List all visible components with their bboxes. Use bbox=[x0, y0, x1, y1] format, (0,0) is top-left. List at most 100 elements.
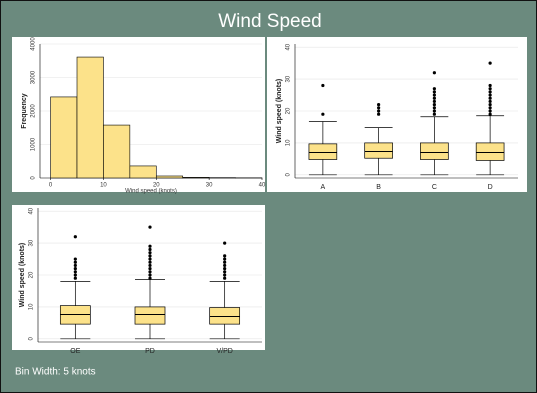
y-tick-label: 40 bbox=[29, 207, 35, 214]
outlier bbox=[432, 90, 436, 94]
outlier bbox=[432, 87, 436, 91]
box bbox=[209, 307, 241, 325]
outlier bbox=[488, 61, 492, 65]
box bbox=[134, 306, 166, 325]
outlier bbox=[223, 267, 227, 271]
outlier bbox=[488, 90, 492, 94]
x-tick-label: B bbox=[376, 184, 381, 191]
outlier bbox=[148, 244, 152, 248]
y-tick-label: 4000 bbox=[31, 37, 37, 51]
outlier bbox=[432, 112, 436, 116]
outlier bbox=[488, 93, 492, 97]
y-tick-label: 20 bbox=[29, 271, 35, 278]
outlier bbox=[148, 263, 152, 268]
outlier bbox=[488, 103, 492, 107]
outlier bbox=[377, 103, 381, 107]
x-tick-label: C bbox=[432, 184, 437, 191]
outlier bbox=[321, 83, 325, 88]
outlier bbox=[488, 112, 492, 116]
outlier bbox=[148, 247, 152, 252]
outlier bbox=[73, 276, 77, 280]
outlier bbox=[73, 267, 77, 271]
y-axis-label: Wind speed (knots) bbox=[276, 79, 283, 144]
y-tick-label: 10 bbox=[29, 303, 35, 310]
outlier bbox=[223, 241, 227, 245]
outlier bbox=[223, 260, 227, 264]
outlier bbox=[432, 109, 436, 113]
outlier bbox=[148, 276, 152, 280]
outlier bbox=[432, 71, 436, 75]
y-tick-label: 0 bbox=[31, 176, 37, 180]
outlier bbox=[73, 263, 77, 268]
x-tick-label: 10 bbox=[100, 183, 107, 189]
outlier bbox=[488, 96, 492, 100]
x-tick-label: A bbox=[321, 184, 326, 191]
y-tick-label: 20 bbox=[286, 107, 292, 114]
outlier bbox=[73, 270, 77, 274]
x-tick-label: 40 bbox=[259, 183, 266, 189]
outlier bbox=[488, 109, 492, 113]
outlier bbox=[223, 273, 227, 277]
outlier bbox=[148, 267, 152, 271]
outlier bbox=[377, 112, 381, 116]
outlier bbox=[377, 106, 381, 110]
bar bbox=[76, 56, 104, 179]
outlier bbox=[432, 106, 436, 110]
outlier bbox=[223, 270, 227, 274]
y-tick-label: 0 bbox=[29, 336, 35, 340]
x-tick-label: V/PD bbox=[216, 348, 232, 355]
outlier bbox=[488, 99, 492, 104]
outlier bbox=[223, 276, 227, 280]
box bbox=[420, 142, 449, 160]
y-tick-label: 30 bbox=[29, 239, 35, 246]
box bbox=[308, 143, 338, 160]
outlier bbox=[148, 273, 152, 277]
outlier bbox=[223, 263, 227, 268]
outlier bbox=[223, 257, 227, 261]
x-tick-label: 30 bbox=[206, 183, 213, 189]
y-tick-label: 10 bbox=[286, 139, 292, 146]
y-axis-label: Wind speed (knots) bbox=[19, 243, 26, 308]
title: Wind Speed bbox=[218, 11, 322, 32]
outlier bbox=[73, 260, 77, 264]
outlier bbox=[432, 93, 436, 97]
y-tick-label: 3000 bbox=[31, 70, 37, 84]
outlier bbox=[432, 96, 436, 100]
footnote: Bin Width: 5 knots bbox=[15, 367, 96, 378]
outlier bbox=[321, 112, 325, 116]
x-tick-label: OE bbox=[70, 348, 80, 355]
outlier bbox=[432, 99, 436, 104]
y-tick-label: 1000 bbox=[31, 137, 37, 151]
outlier bbox=[148, 260, 152, 264]
outlier bbox=[488, 87, 492, 91]
y-tick-label: 30 bbox=[286, 75, 292, 82]
y-axis-label: Frequency bbox=[21, 93, 28, 129]
outlier bbox=[377, 109, 381, 113]
panel bbox=[12, 205, 265, 350]
outlier bbox=[223, 254, 227, 258]
y-tick-label: 0 bbox=[286, 172, 292, 176]
bar bbox=[129, 165, 157, 179]
panel bbox=[267, 37, 527, 192]
outlier bbox=[73, 235, 77, 239]
bar bbox=[182, 177, 210, 179]
x-tick-label: 20 bbox=[153, 183, 160, 189]
outlier bbox=[73, 273, 77, 277]
outlier bbox=[432, 103, 436, 107]
x-tick-label: 0 bbox=[49, 183, 53, 189]
bar bbox=[50, 96, 78, 179]
outlier bbox=[148, 270, 152, 274]
box bbox=[364, 142, 393, 159]
outlier bbox=[488, 106, 492, 110]
outlier bbox=[73, 257, 77, 261]
bar bbox=[155, 175, 184, 179]
x-tick-label: D bbox=[488, 184, 493, 191]
bar bbox=[103, 124, 131, 179]
outlier bbox=[148, 254, 152, 258]
y-tick-label: 40 bbox=[286, 43, 292, 50]
outlier bbox=[148, 257, 152, 261]
outlier bbox=[148, 225, 152, 229]
x-tick-label: PD bbox=[145, 348, 155, 355]
x-axis-label: Wind speed (knots) bbox=[125, 189, 177, 195]
